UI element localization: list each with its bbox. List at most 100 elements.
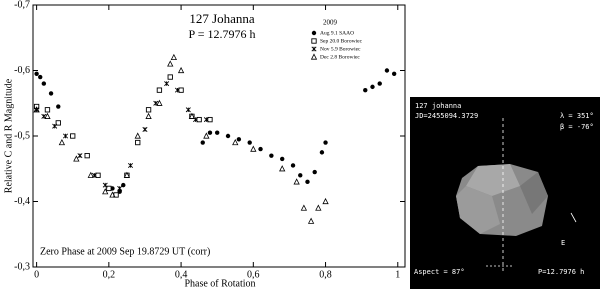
data-point — [178, 87, 184, 93]
data-point — [84, 152, 90, 159]
legend-label: Aug 9.1 SAAO — [320, 30, 354, 36]
data-point — [258, 146, 263, 152]
data-point — [109, 191, 116, 198]
data-point — [305, 179, 310, 185]
data-point — [225, 133, 231, 139]
y-tick-label: -0,6 — [14, 65, 30, 76]
data-point — [134, 132, 141, 139]
data-point — [52, 123, 58, 129]
y-tick-label: -0,4 — [14, 196, 30, 207]
data-point — [293, 178, 300, 185]
x-tick-label: 0,8 — [319, 269, 332, 280]
plot-frame — [32, 4, 406, 268]
panel-lambda: λ = 351° — [560, 112, 594, 120]
data-point — [95, 172, 101, 178]
data-point — [102, 182, 108, 188]
data-point — [73, 155, 80, 162]
data-point — [312, 169, 317, 175]
data-point — [203, 132, 210, 139]
data-point — [167, 60, 174, 67]
data-point — [102, 188, 109, 195]
data-point — [214, 130, 220, 135]
data-point — [174, 87, 180, 93]
data-point — [156, 99, 163, 106]
data-point — [322, 197, 329, 205]
x-tick-label: 0,6 — [247, 269, 260, 280]
data-point — [41, 81, 47, 86]
data-point — [56, 104, 61, 109]
x-tick-label: 0,2 — [103, 269, 116, 280]
legend-marker — [311, 30, 317, 36]
data-point — [164, 81, 170, 87]
y-tick-label: -0,7 — [14, 0, 30, 10]
chart-subtitle: P = 12.7976 h — [189, 27, 256, 41]
data-point — [106, 185, 112, 192]
data-point — [156, 87, 163, 93]
legend-label: Nov 5.9 Borowiec — [320, 46, 361, 52]
data-point — [34, 71, 39, 76]
data-point — [55, 120, 61, 126]
data-point — [167, 74, 173, 80]
panel-aspect: Aspect = 87° — [414, 268, 465, 276]
asteroid-facet — [456, 186, 500, 234]
data-point — [121, 182, 126, 188]
data-point — [236, 137, 242, 142]
data-point — [44, 107, 51, 113]
panel-period: P=12.7976 h — [538, 268, 584, 276]
legend-label: Dec 2.8 Borowiec — [320, 54, 360, 60]
annotation: Zero Phase at 2009 Sep 19.8729 UT (corr) — [40, 246, 210, 257]
data-point — [170, 53, 178, 60]
panel-beta: β = -76° — [560, 123, 594, 131]
data-point — [38, 74, 43, 80]
data-point — [391, 71, 397, 76]
legend-marker — [311, 38, 317, 44]
data-point — [145, 107, 152, 113]
data-point — [290, 163, 296, 168]
data-point — [34, 107, 40, 113]
data-point — [77, 153, 83, 159]
data-point — [188, 112, 196, 119]
data-point — [87, 171, 94, 178]
data-point — [377, 81, 382, 86]
data-point — [232, 138, 239, 146]
data-point — [315, 204, 322, 211]
data-point — [207, 130, 213, 135]
data-point — [142, 126, 148, 132]
data-point — [203, 117, 209, 123]
data-point — [48, 91, 54, 96]
data-point — [247, 140, 252, 145]
data-point — [384, 68, 390, 73]
legend-marker — [310, 53, 318, 60]
x-tick-label: 1 — [395, 269, 400, 280]
data-point — [207, 116, 213, 123]
data-point — [123, 171, 131, 178]
asteroid-facet — [466, 164, 520, 196]
data-point — [62, 133, 69, 139]
legend-label: Sep 20.0 Borowiec — [320, 38, 363, 44]
data-point — [196, 116, 202, 123]
x-tick-label: 0,4 — [175, 269, 188, 280]
data-point — [185, 107, 191, 113]
data-point — [44, 112, 51, 119]
data-point — [70, 133, 76, 139]
data-point — [127, 162, 134, 168]
data-point — [145, 112, 152, 119]
legend-marker — [311, 46, 317, 52]
data-point — [363, 87, 368, 93]
legend-title: 2009 — [323, 19, 338, 27]
x-tick-label: 0 — [34, 269, 39, 280]
model-panel: 127 johanna JD=2455094.3729 λ = 351° β =… — [410, 97, 600, 289]
east-marker — [570, 212, 577, 223]
panel-jd: JD=2455094.3729 — [415, 112, 478, 120]
data-point — [319, 150, 325, 155]
panel-name: 127 johanna — [415, 102, 461, 110]
data-point — [269, 153, 274, 158]
chart: 127 Johanna P = 12.7976 h 2009 Zero Phas… — [3, 0, 406, 289]
data-point — [135, 139, 141, 146]
chart-title: 127 Johanna — [189, 11, 255, 26]
data-point — [200, 140, 205, 145]
data-point — [117, 185, 123, 191]
data-point — [177, 66, 185, 74]
data-point — [323, 140, 328, 145]
